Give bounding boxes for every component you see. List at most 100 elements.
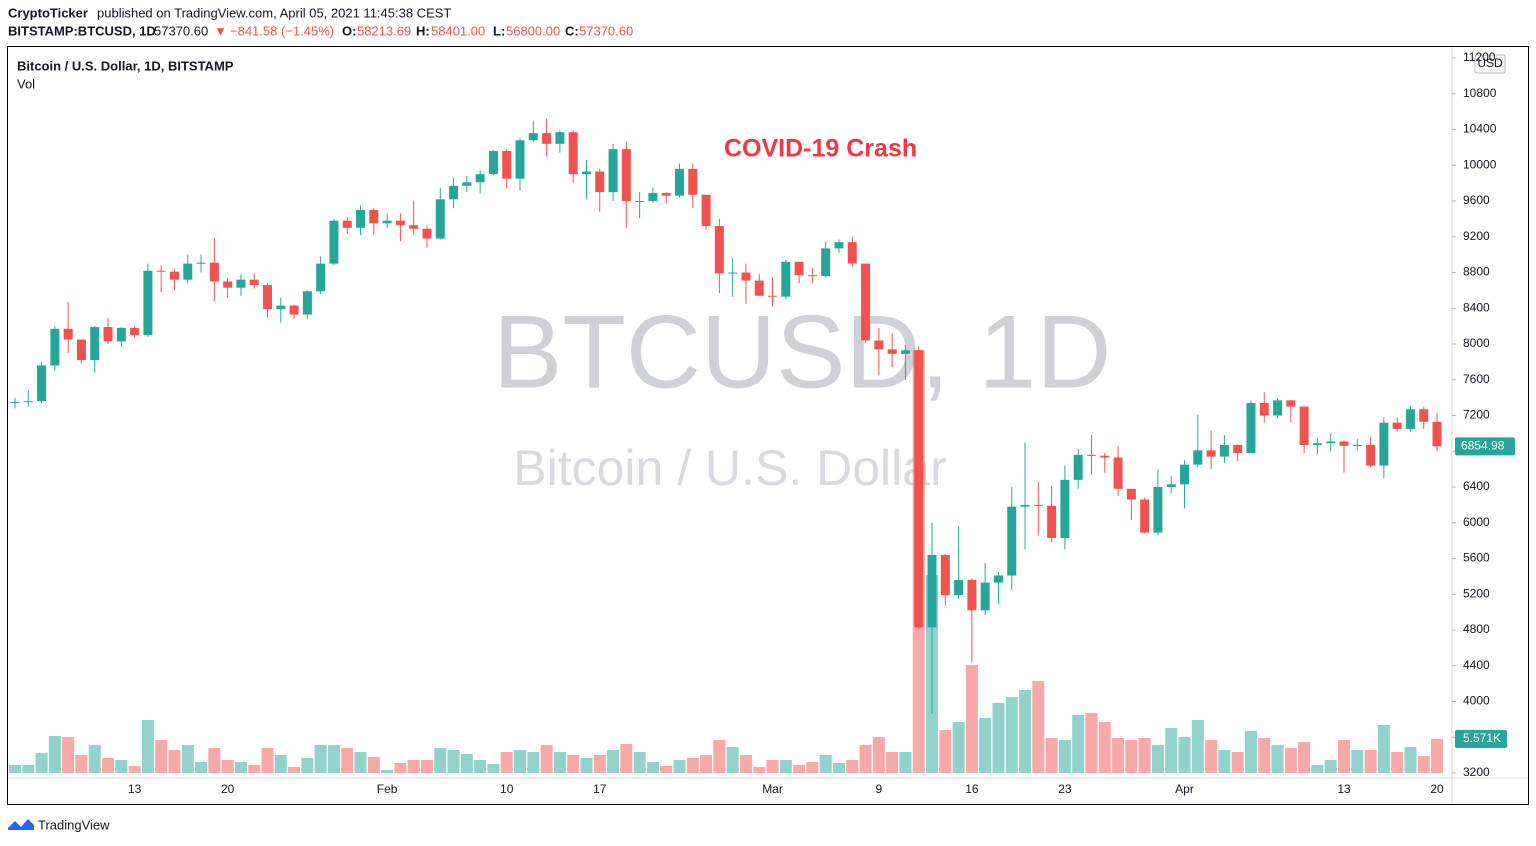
volume-bar (1098, 722, 1111, 773)
last-price-label: 6854.98 (1461, 439, 1505, 453)
volume-bar (1205, 740, 1218, 773)
candle-body (409, 225, 419, 229)
candle-body (555, 132, 565, 144)
chart-title: Bitcoin / U.S. Dollar, 1D, BITSTAMP (17, 58, 234, 73)
volume-bar (327, 745, 340, 773)
candle-body (316, 263, 326, 292)
candle-body (648, 192, 658, 202)
candle-body (90, 327, 100, 361)
volume-bar (274, 755, 287, 773)
footer-logo (8, 819, 34, 830)
candle-body (223, 281, 233, 288)
candle-body (1086, 454, 1096, 456)
volume-bar (301, 757, 314, 773)
candle-body (488, 150, 498, 175)
volume-bar (806, 762, 819, 773)
y-tick-label: 9600 (1463, 193, 1490, 207)
candle-body (1033, 504, 1043, 506)
candle-body (1100, 455, 1110, 458)
candle-body (1286, 400, 1296, 407)
ohlc-label: C: (565, 23, 579, 38)
y-tick-label: 7200 (1463, 408, 1490, 422)
volume-bar (1417, 755, 1430, 773)
volume-bar (487, 763, 500, 773)
volume-bar (102, 757, 115, 773)
candle-body (781, 261, 791, 297)
y-tick-label: 4400 (1463, 658, 1490, 672)
candle-body (395, 220, 405, 226)
candle-body (10, 402, 20, 404)
candle-body (1180, 464, 1190, 485)
last-volume-label: 5.571K (1463, 731, 1501, 745)
candle-body (435, 199, 445, 239)
y-tick-label: 5200 (1463, 586, 1490, 600)
volume-bar (886, 752, 899, 773)
volume-bar (992, 702, 1005, 773)
volume-bar (753, 767, 766, 773)
volume-bar (1019, 690, 1032, 773)
candle-body (422, 228, 432, 239)
ohlc-value: 56800.00 (506, 23, 560, 38)
ohlc-value: 58213.69 (357, 23, 411, 38)
candle-body (967, 579, 977, 611)
candle-body (1273, 400, 1283, 416)
volume-bar (1191, 720, 1204, 773)
volume-bar (1244, 730, 1257, 773)
candle-body (1073, 454, 1083, 480)
volume-bar (234, 762, 247, 773)
candle-body (156, 270, 166, 272)
volume-bar (420, 760, 433, 773)
x-tick-label: 20 (1430, 782, 1444, 796)
ohlc-label: H: (416, 23, 430, 38)
volume-bar (261, 747, 274, 773)
candle-body (475, 174, 485, 183)
volume-bar (1338, 740, 1350, 773)
x-tick-label: 13 (128, 782, 142, 796)
candle-body (76, 339, 86, 361)
volume-bar (1125, 740, 1138, 773)
publisher: CryptoTicker (8, 5, 88, 20)
candle-body (1405, 409, 1415, 429)
volume-bar (1324, 760, 1337, 773)
candle-body (382, 220, 392, 224)
candle-body (515, 140, 525, 179)
candle-body (1352, 445, 1362, 447)
volume-bar (35, 752, 48, 773)
volume-bar (1391, 752, 1404, 773)
candle-body (502, 150, 512, 179)
volume-bar (593, 755, 606, 773)
candle-body (1113, 457, 1123, 489)
volume-bar (567, 755, 580, 773)
volume-bar (739, 755, 752, 773)
volume-bar (1311, 765, 1324, 773)
candle-body (50, 328, 60, 366)
volume-bar (341, 747, 354, 773)
candle-body (887, 349, 897, 354)
candle-body (1007, 506, 1017, 576)
candle-body (927, 554, 937, 628)
candle-body (794, 261, 804, 276)
volume-bar (62, 737, 75, 773)
volume-bar (1151, 745, 1164, 773)
volume-bar (434, 747, 447, 773)
volume-bar (553, 752, 566, 773)
volume-bar (1045, 737, 1058, 773)
currency: USD (1477, 56, 1503, 70)
watermark-subtitle: Bitcoin / U.S. Dollar (513, 440, 946, 496)
candle-body (169, 271, 179, 280)
volume-bar (766, 760, 779, 773)
candle-body (1326, 441, 1336, 444)
candle-body (675, 168, 684, 196)
arrow: ▼ (214, 23, 227, 38)
candle-body (1060, 479, 1070, 538)
x-tick-label: 10 (500, 782, 514, 796)
candle-body (688, 168, 698, 195)
annotation: COVID-19 Crash (724, 135, 917, 163)
last-volume-box (1455, 730, 1507, 749)
volume-bar (514, 750, 527, 773)
volume-bar (633, 752, 646, 773)
y-tick-label: 8400 (1463, 300, 1490, 314)
x-tick-label: 9 (876, 782, 883, 796)
volume-bar (1258, 737, 1271, 773)
